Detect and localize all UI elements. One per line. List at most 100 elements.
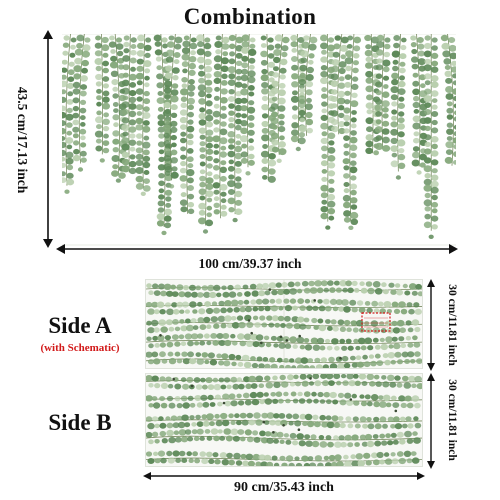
leaf [390,359,396,365]
leaf [212,182,221,189]
leaf [376,451,384,459]
leaf [180,436,189,443]
leaf [372,434,379,439]
leaf [211,301,218,306]
leaf [398,457,406,465]
leaf [453,144,456,150]
leaf [391,78,399,86]
leaf [250,299,257,305]
leaf [412,115,421,123]
leaf [298,79,306,86]
leaf [146,451,153,457]
leaf [62,111,67,119]
leaf [215,49,222,55]
leaf [235,133,242,139]
leaf [322,380,329,387]
leaf [445,86,454,93]
leaf [255,298,263,305]
leaf [384,458,393,465]
leaf [305,324,312,330]
leaf [261,322,268,328]
leaf [424,125,431,132]
leaf [199,324,207,330]
leaf [338,61,347,68]
leaf [352,327,359,333]
leaf [228,393,236,400]
leaf [378,395,384,400]
leaf [170,149,178,156]
leaf [370,360,377,367]
leaf [414,351,421,357]
leaf [271,80,279,87]
leaf [273,56,281,64]
leaf [207,352,215,359]
leaf [102,147,110,154]
leaf [166,429,174,437]
leaf [65,157,74,165]
leaf [311,440,320,448]
leaf [404,290,411,296]
leaf [385,433,391,439]
leaf [260,43,267,48]
leaf [431,201,439,208]
leaf [314,280,322,287]
leaf [146,395,153,402]
leaf [340,54,347,60]
leaf [198,202,207,210]
leaf [188,284,197,291]
leaf [212,307,221,314]
leaf [72,97,80,104]
leaf [230,333,236,339]
leaf [178,291,186,298]
leaf [361,441,368,447]
leaf [298,87,306,94]
leaf [179,175,188,182]
leaf [241,41,250,48]
leaf [337,90,346,98]
leaf [384,320,392,327]
leaf [430,180,439,188]
leaf [382,59,391,67]
leaf [167,457,175,464]
leaf [203,333,210,339]
leaf [146,431,153,438]
leaf [389,381,397,388]
leaf [62,177,67,183]
leaf [390,145,399,152]
leaf [400,44,407,51]
leaf [165,319,173,326]
leaf [129,57,137,64]
leaf [250,383,258,389]
leaf [270,117,279,125]
leaf [159,422,167,429]
leaf [247,129,255,136]
leaf [157,120,165,127]
leaf [383,51,391,58]
leaf [424,102,432,108]
leaf [196,34,205,42]
leaf [321,145,328,152]
leaf [80,122,86,127]
leaf [165,290,174,297]
leaf [216,333,224,339]
leaf [316,337,325,345]
leaf [235,91,242,97]
leaf [189,358,197,365]
leaf [174,351,181,357]
leaf [449,52,456,60]
leaf [343,143,350,149]
leaf [142,149,150,156]
leaf [290,41,298,48]
leaf [321,153,328,159]
leaf [355,345,361,351]
stem-dot [394,409,398,413]
leaf [188,69,196,76]
leaf [187,208,195,215]
leaf [270,87,279,95]
leaf [317,318,324,324]
leaf [209,291,217,299]
stem-dot [222,401,226,405]
leaf [319,399,326,404]
leaf [343,201,351,209]
leaf [228,353,236,360]
